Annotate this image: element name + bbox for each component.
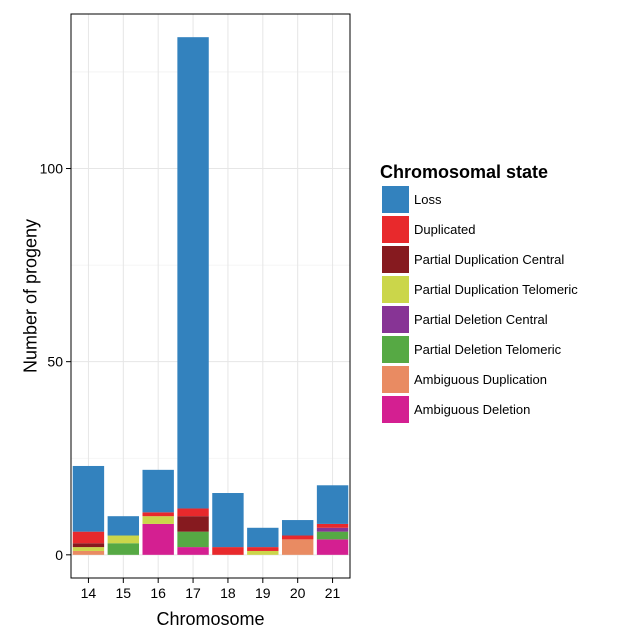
bar-segment (177, 516, 209, 532)
bar-segment (212, 493, 244, 548)
bar-segment (142, 469, 174, 513)
bar-segment (72, 465, 105, 532)
y-tick-label: 100 (40, 161, 64, 177)
bar-segment (107, 535, 140, 544)
legend-label: Partial Deletion Central (414, 312, 548, 327)
x-tick-label: 15 (116, 585, 132, 601)
legend-items: Loss Duplicated Partial Duplication Centra… (382, 186, 578, 423)
bar-segment (316, 485, 349, 524)
legend-swatch (382, 336, 409, 363)
bar-segment (72, 550, 105, 555)
legend-swatch (382, 246, 409, 273)
legend-title: Chromosomal state (380, 162, 548, 182)
axes: 0 50 100 14 15 16 17 18 19 20 21 (40, 161, 341, 601)
legend-swatch (382, 306, 409, 333)
legend-label: Partial Deletion Telomeric (414, 342, 562, 357)
x-tick-label: 19 (255, 585, 271, 601)
bar-segment (212, 547, 244, 555)
bar-segment (142, 516, 174, 524)
bar-segment (316, 523, 349, 528)
bar-segment (72, 531, 105, 544)
legend-label: Partial Duplication Telomeric (414, 282, 578, 297)
legend-swatch (382, 216, 409, 243)
bar-segment (72, 547, 105, 551)
legend-label: Duplicated (414, 222, 475, 237)
bar-segment (107, 543, 140, 555)
bar-segment (316, 527, 349, 532)
legend-swatch (382, 276, 409, 303)
legend: Chromosomal state Loss Duplicated Partial … (380, 162, 578, 423)
bar-segment (177, 547, 209, 555)
x-tick-label: 17 (185, 585, 201, 601)
legend-swatch (382, 366, 409, 393)
bars (72, 37, 349, 555)
legend-swatch (382, 186, 409, 213)
x-tick-label: 20 (290, 585, 306, 601)
x-tick-label: 21 (325, 585, 341, 601)
y-tick-label: 0 (55, 547, 63, 563)
bar-segment (316, 539, 349, 555)
bar-segment (177, 508, 209, 517)
x-tick-label: 14 (81, 585, 97, 601)
bar-segment (107, 516, 140, 536)
x-axis-title: Chromosome (156, 609, 264, 628)
x-tick-label: 16 (150, 585, 166, 601)
legend-label: Partial Duplication Central (414, 252, 564, 267)
legend-label: Loss (414, 192, 442, 207)
bar-segment (142, 512, 174, 517)
bar-segment (316, 531, 349, 540)
bar-segment (247, 547, 279, 551)
bar-segment (177, 531, 209, 548)
bar-segment (72, 543, 105, 548)
legend-label: Ambiguous Duplication (414, 372, 547, 387)
bar-segment (281, 539, 314, 555)
bar-segment (177, 37, 209, 509)
y-tick-label: 50 (47, 354, 63, 370)
legend-label: Ambiguous Deletion (414, 402, 530, 417)
bar-segment (247, 527, 279, 548)
legend-swatch (382, 396, 409, 423)
bar-segment (281, 520, 314, 536)
plot-panel-border (70, 13, 351, 579)
bar-segment (247, 550, 279, 555)
y-axis-title: Number of progeny (20, 219, 40, 373)
bar-segment (281, 535, 314, 540)
x-tick-label: 18 (220, 585, 236, 601)
bar-segment (142, 523, 174, 555)
gridlines (71, 14, 350, 578)
